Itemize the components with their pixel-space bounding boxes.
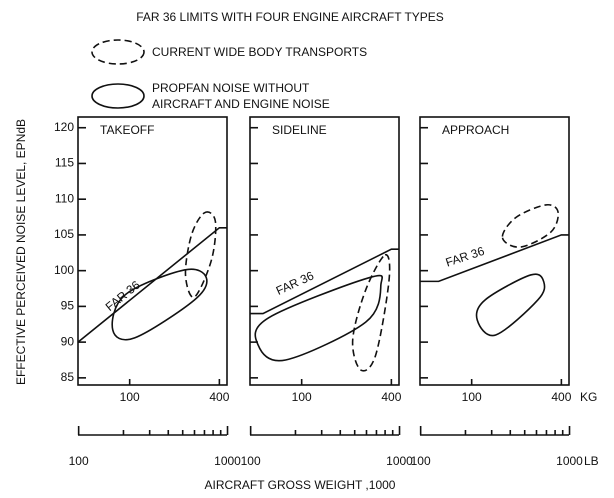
- y-tick-label: 90: [61, 334, 75, 348]
- y-tick-label: 110: [55, 191, 74, 205]
- x-tick-label: 100: [120, 390, 140, 404]
- x2-tick-label: 100: [241, 454, 261, 468]
- x-axis-label: AIRCRAFT GROSS WEIGHT ,1000: [205, 478, 396, 492]
- panel-title: APPROACH: [442, 123, 509, 137]
- x-tick-label: 400: [381, 390, 401, 404]
- y-axis-label: EFFECTIVE PERCEIVED NOISE LEVEL, EPNdB: [14, 119, 28, 385]
- legend-swatch: [91, 39, 145, 65]
- panel-frame: [249, 116, 400, 386]
- x-tick-label: 400: [551, 390, 571, 404]
- legend-swatch: [91, 83, 145, 109]
- far36-label: FAR 36: [103, 278, 143, 314]
- y-tick-label: 100: [54, 263, 74, 277]
- noise-region: [184, 211, 217, 299]
- x-tick-label: 100: [292, 390, 312, 404]
- panel-frame: [77, 116, 228, 386]
- noise-region: [254, 274, 383, 362]
- x2-unit: LB: [584, 454, 599, 468]
- panel-title: SIDELINE: [272, 123, 327, 137]
- noise-region: [475, 273, 546, 337]
- x2-tick-label: 100: [69, 454, 89, 468]
- y-tick-label: 120: [54, 120, 74, 134]
- y-tick-label: 115: [55, 156, 74, 170]
- noise-region: [501, 203, 560, 248]
- panel-frame: [419, 116, 570, 386]
- far36-line: [250, 248, 399, 315]
- x2-tick-label: 100: [411, 454, 431, 468]
- far36-line: [420, 234, 569, 283]
- legend-label: CURRENT WIDE BODY TRANSPORTS: [152, 45, 368, 59]
- x-tick-label: 100: [462, 390, 482, 404]
- far36-label: FAR 36: [274, 268, 317, 297]
- chart-title: FAR 36 LIMITS WITH FOUR ENGINE AIRCRAFT …: [136, 10, 444, 24]
- y-tick-label: 85: [61, 370, 75, 384]
- x2-tick-label: 1000: [214, 454, 241, 468]
- legend-label: PROPFAN NOISE WITHOUT AIRCRAFT AND ENGIN…: [152, 81, 330, 111]
- x-unit: KG: [580, 390, 597, 404]
- x-tick-label: 400: [209, 390, 229, 404]
- noise-region: [351, 254, 391, 372]
- x2-tick-label: 1000: [386, 454, 413, 468]
- noise-region: [111, 268, 208, 341]
- y-tick-label: 95: [61, 299, 75, 313]
- y-tick-label: 105: [54, 227, 74, 241]
- far36-line: [77, 226, 227, 343]
- x2-tick-label: 1000: [556, 454, 583, 468]
- panel-title: TAKEOFF: [100, 123, 154, 137]
